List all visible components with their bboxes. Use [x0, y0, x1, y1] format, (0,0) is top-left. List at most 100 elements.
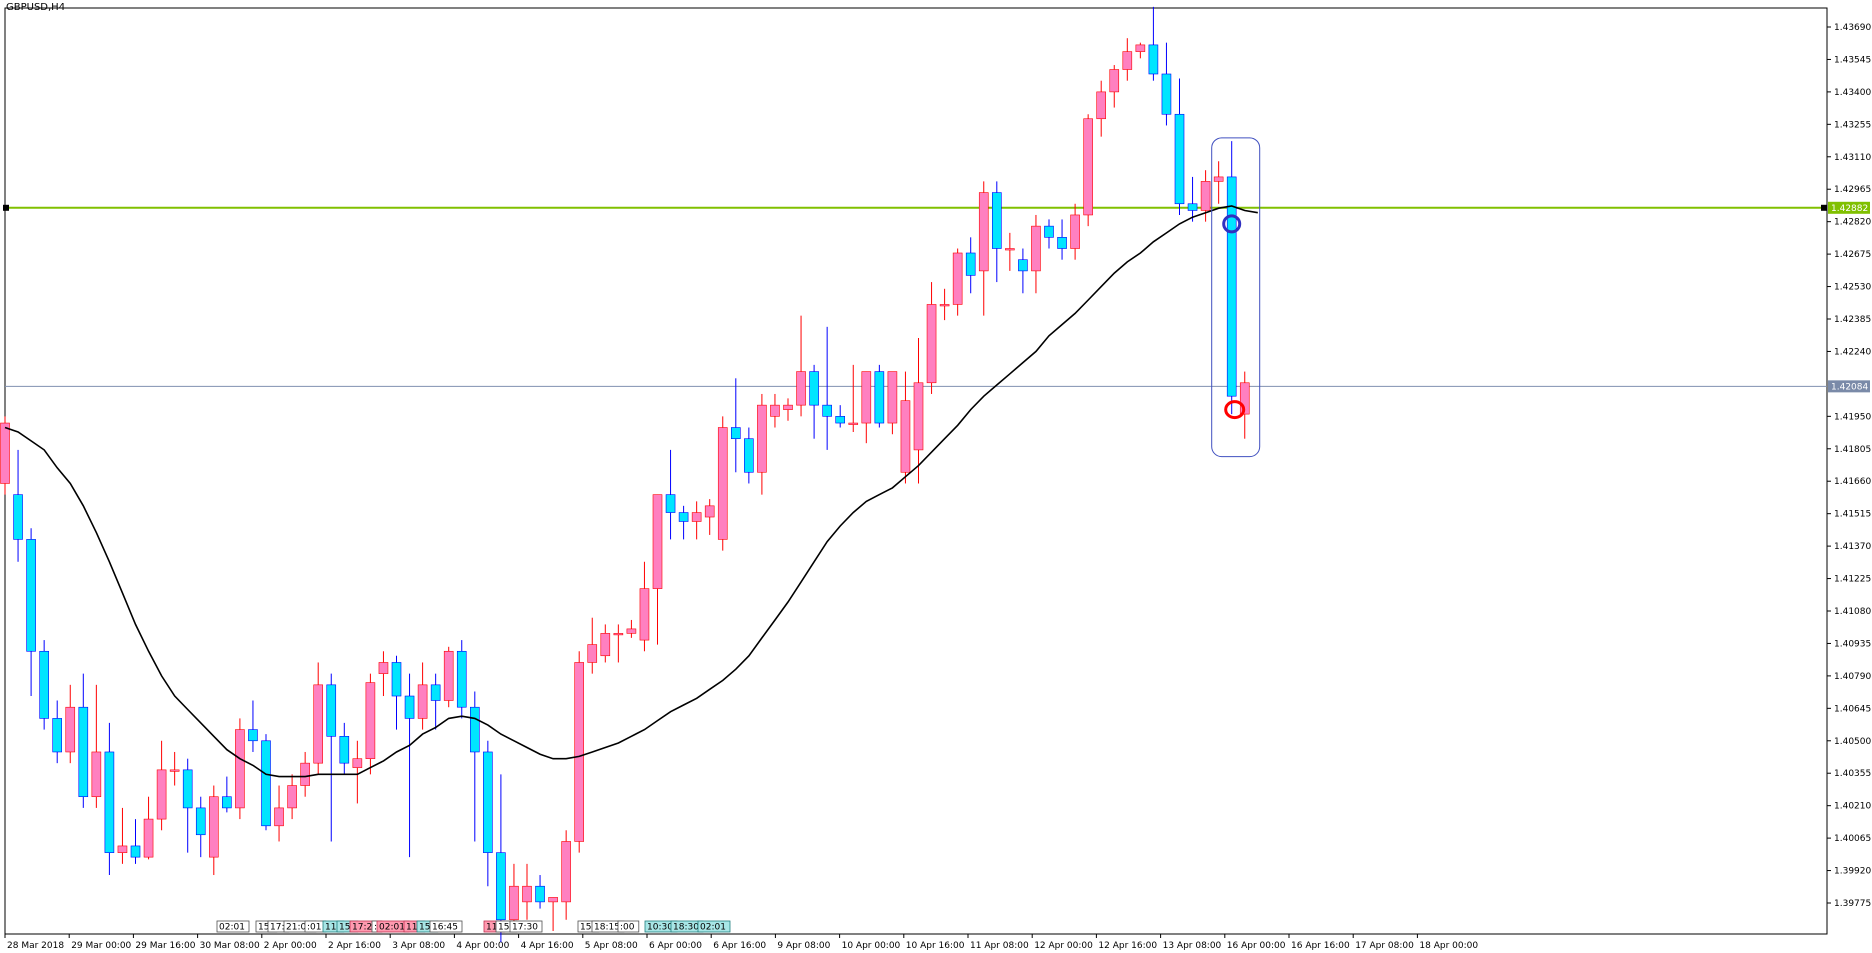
time-tick-label: 4 Apr 00:00 — [456, 941, 509, 951]
candle-body — [1226, 176, 1237, 397]
candle-body — [639, 588, 650, 641]
candle-body — [678, 512, 689, 522]
candle-body — [874, 371, 885, 424]
candle-body — [574, 662, 585, 842]
candle-body — [652, 494, 663, 589]
price-tick-label: 1.42675 — [1834, 250, 1871, 260]
candle-body — [1018, 259, 1028, 272]
time-tick-label: 16 Apr 00:00 — [1227, 941, 1286, 951]
candle-body — [261, 740, 271, 827]
price-tick-label: 1.41080 — [1834, 607, 1871, 617]
line-handle-left[interactable] — [3, 204, 9, 211]
price-tick-label: 1.40645 — [1834, 704, 1871, 714]
candle-body — [744, 438, 754, 473]
candle-body — [509, 885, 519, 921]
candle-body — [665, 494, 676, 513]
candle-body — [248, 729, 258, 742]
candle-body — [143, 818, 154, 858]
candle-body — [1239, 382, 1250, 415]
time-tick-label: 11 Apr 08:00 — [970, 941, 1029, 951]
price-tick-label: 1.41515 — [1834, 510, 1871, 520]
event-tag-label: 11: — [406, 923, 420, 933]
candle-body — [1161, 73, 1172, 115]
candle-body — [0, 422, 10, 484]
time-tick-label: 29 Mar 00:00 — [71, 941, 131, 951]
candle-body — [613, 633, 624, 636]
candle-body — [978, 192, 989, 272]
time-tick-label: 10 Apr 16:00 — [906, 941, 965, 951]
candle-body — [52, 718, 63, 753]
candle-body — [156, 769, 167, 820]
candle-body — [926, 304, 937, 384]
candle-body — [1031, 225, 1041, 272]
event-tag[interactable] — [617, 920, 640, 933]
candle-body — [1135, 44, 1146, 52]
price-tick-label: 1.40065 — [1834, 834, 1871, 844]
green-line-price-label: 1.42882 — [1831, 204, 1868, 214]
candle-body — [809, 371, 819, 406]
candle-body — [169, 769, 180, 772]
candle-body — [548, 897, 558, 903]
blue-circle-marker[interactable] — [1222, 214, 1242, 234]
candle-body — [1122, 51, 1133, 70]
candle-body — [522, 885, 532, 903]
candle-body — [209, 796, 219, 858]
candle-body — [91, 751, 102, 798]
time-tick-label: 12 Apr 16:00 — [1098, 941, 1157, 951]
price-tick-label: 1.39775 — [1834, 899, 1871, 909]
candle-body — [13, 494, 23, 540]
candle-body — [717, 427, 728, 540]
event-tag-label: 02:01 — [379, 923, 405, 933]
time-tick-label: 12 Apr 00:00 — [1034, 941, 1093, 951]
candle-body — [691, 512, 702, 522]
candle-body — [365, 682, 376, 759]
price-tick-label: 1.40935 — [1834, 639, 1871, 649]
candle-body — [1148, 44, 1159, 75]
candle-body — [430, 684, 441, 701]
time-tick-label: 29 Mar 16:00 — [135, 941, 195, 951]
price-tick-label: 1.41805 — [1834, 445, 1871, 455]
event-tag-label: 02:01 — [700, 923, 726, 933]
event-tag-label: 15: — [258, 923, 272, 933]
candle-body — [195, 807, 206, 836]
time-tick-label: 13 Apr 08:00 — [1163, 941, 1222, 951]
candle-body — [1083, 118, 1093, 216]
candle-body — [352, 758, 363, 768]
candle-body — [770, 404, 780, 417]
time-tick-label: 5 Apr 08:00 — [585, 941, 638, 951]
candle-body — [130, 845, 141, 858]
candle-body — [483, 751, 493, 853]
price-tick-label: 1.40355 — [1834, 769, 1871, 779]
event-tag-label: 17:20 — [352, 923, 378, 933]
time-tick-label: 18 Apr 00:00 — [1419, 941, 1478, 951]
event-tag-label: 15: — [580, 923, 594, 933]
event-tag-label: 11: — [325, 923, 339, 933]
price-tick-label: 1.42530 — [1834, 283, 1871, 293]
candle-body — [469, 706, 480, 753]
candle-body — [404, 695, 415, 719]
event-tag-label: : — [374, 923, 377, 933]
highlight-rectangle[interactable] — [1211, 137, 1261, 458]
event-tag[interactable] — [509, 920, 543, 933]
candle-body — [535, 885, 545, 903]
candle-body — [913, 382, 924, 451]
price-tick-label: 1.39920 — [1834, 867, 1871, 877]
candle-body — [939, 304, 950, 307]
event-tag[interactable] — [697, 920, 731, 933]
candle-body — [417, 684, 428, 719]
line-handle-right[interactable] — [1821, 204, 1827, 211]
event-tag[interactable] — [216, 920, 250, 933]
time-tick-label: 30 Mar 08:00 — [200, 941, 260, 951]
event-tag[interactable] — [429, 920, 463, 933]
candle-body — [313, 684, 324, 764]
price-tick-label: 1.43400 — [1834, 88, 1871, 98]
green-line-price-tag — [1828, 201, 1870, 214]
candle-body — [626, 628, 637, 634]
candle-body — [861, 371, 872, 424]
current-price-label: 1.42084 — [1831, 382, 1868, 392]
candle-body — [117, 845, 128, 853]
red-circle-marker[interactable] — [1224, 400, 1246, 420]
time-tick-label: 17 Apr 08:00 — [1355, 941, 1414, 951]
event-tag-label: :00 — [620, 923, 635, 933]
